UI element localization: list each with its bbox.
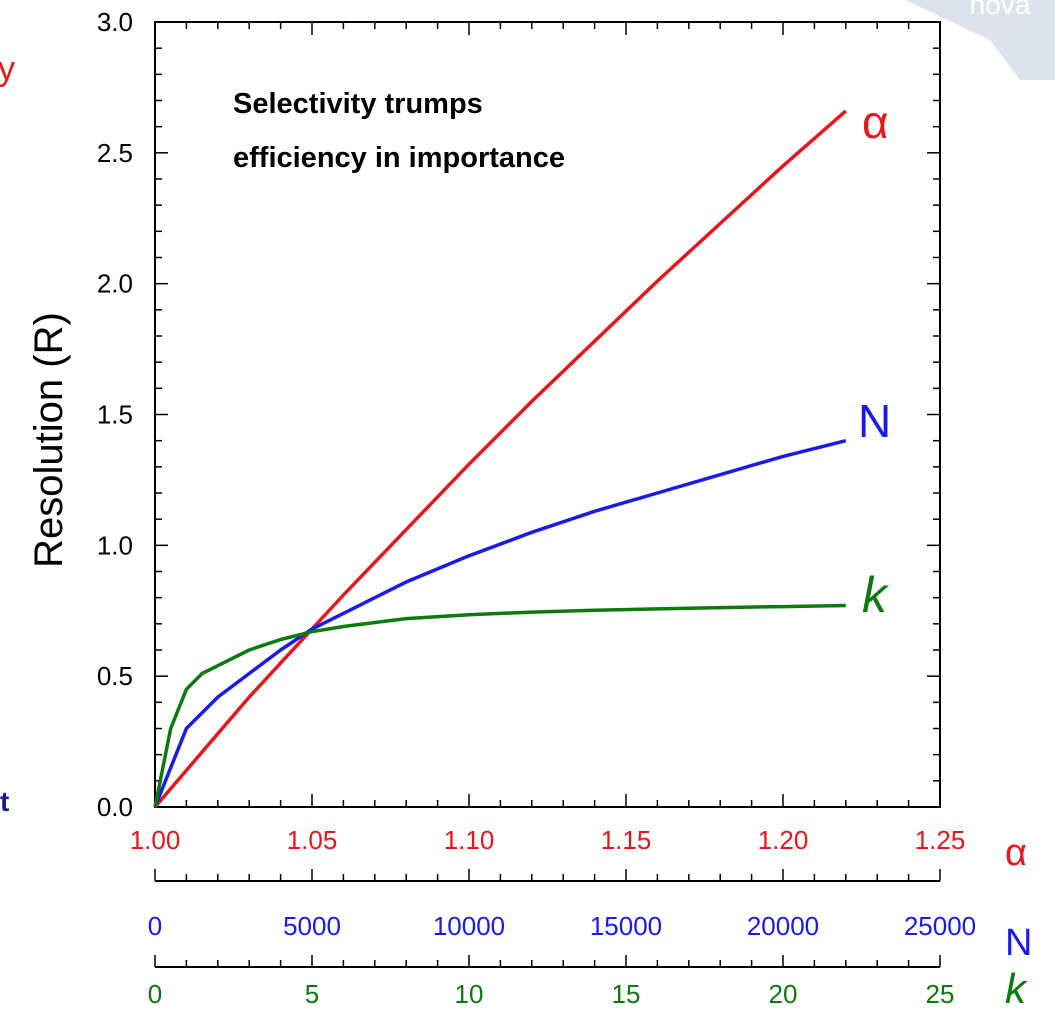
series-label-k: k (862, 567, 890, 623)
y-tick-label: 1.0 (97, 530, 133, 560)
x-tick-label-2: 25 (926, 979, 955, 1009)
y-tick-label: 0.0 (97, 792, 133, 822)
series-line-1 (153, 439, 847, 808)
x-axis-name-2: k (1005, 965, 1028, 1012)
y-tick-label: 2.5 (97, 138, 133, 168)
watermark-hexagon (905, 0, 1055, 80)
y-axis-tick-labels: 0.0 0.5 1.0 1.5 2.0 2.5 3.0 (97, 7, 133, 822)
y-tick-label: 2.0 (97, 269, 133, 299)
x-tick-label-1: 25000 (904, 911, 976, 941)
plot-frame (154, 21, 941, 808)
x-tick-label-1: 15000 (590, 911, 662, 941)
y-tick-label: 1.5 (97, 400, 133, 430)
x-tick-label-2: 15 (612, 979, 641, 1009)
series-label-n: N (858, 395, 891, 447)
x-tick-label-2: 5 (305, 979, 319, 1009)
x-tick-label-0: 1.25 (915, 825, 966, 855)
y-axis-ticks (154, 21, 941, 808)
annotation-line-2: efficiency in importance (233, 142, 565, 174)
x-axes: 1.00 1.05 1.10 1.15 1.20 1.25 α 0 5000 10000 15000… (130, 825, 1033, 1012)
x-tick-label-2: 0 (148, 979, 162, 1009)
x-axis-name-0: α (1005, 832, 1027, 874)
left-edge-fragment-bottom: t (0, 786, 9, 817)
x-tick-label-1: 5000 (283, 911, 341, 941)
x-tick-label-0: 1.15 (601, 825, 652, 855)
y-axis-label: Resolution (R) (27, 312, 71, 568)
left-edge-fragment-top: y (0, 50, 15, 88)
series-line-0 (153, 109, 847, 809)
series-lines (153, 109, 847, 809)
x-tick-label-0: 1.10 (444, 825, 495, 855)
x-tick-label-2: 10 (455, 979, 484, 1009)
annotation-line-1: Selectivity trumps (233, 88, 483, 120)
y-tick-label: 3.0 (97, 7, 133, 37)
x-tick-label-0: 1.05 (287, 825, 338, 855)
x-tick-label-2: 20 (769, 979, 798, 1009)
x-tick-label-0: 1.00 (130, 825, 181, 855)
x-tick-label-1: 0 (148, 911, 162, 941)
x-tick-label-1: 20000 (747, 911, 819, 941)
y-tick-label: 0.5 (97, 661, 133, 691)
watermark-text: nova (970, 0, 1031, 20)
series-line-2 (153, 603, 846, 808)
series-label-alpha: α (862, 96, 889, 148)
x-tick-label-0: 1.20 (758, 825, 809, 855)
x-tick-label-1: 10000 (433, 911, 505, 941)
x-axis-name-1: N (1005, 922, 1032, 964)
